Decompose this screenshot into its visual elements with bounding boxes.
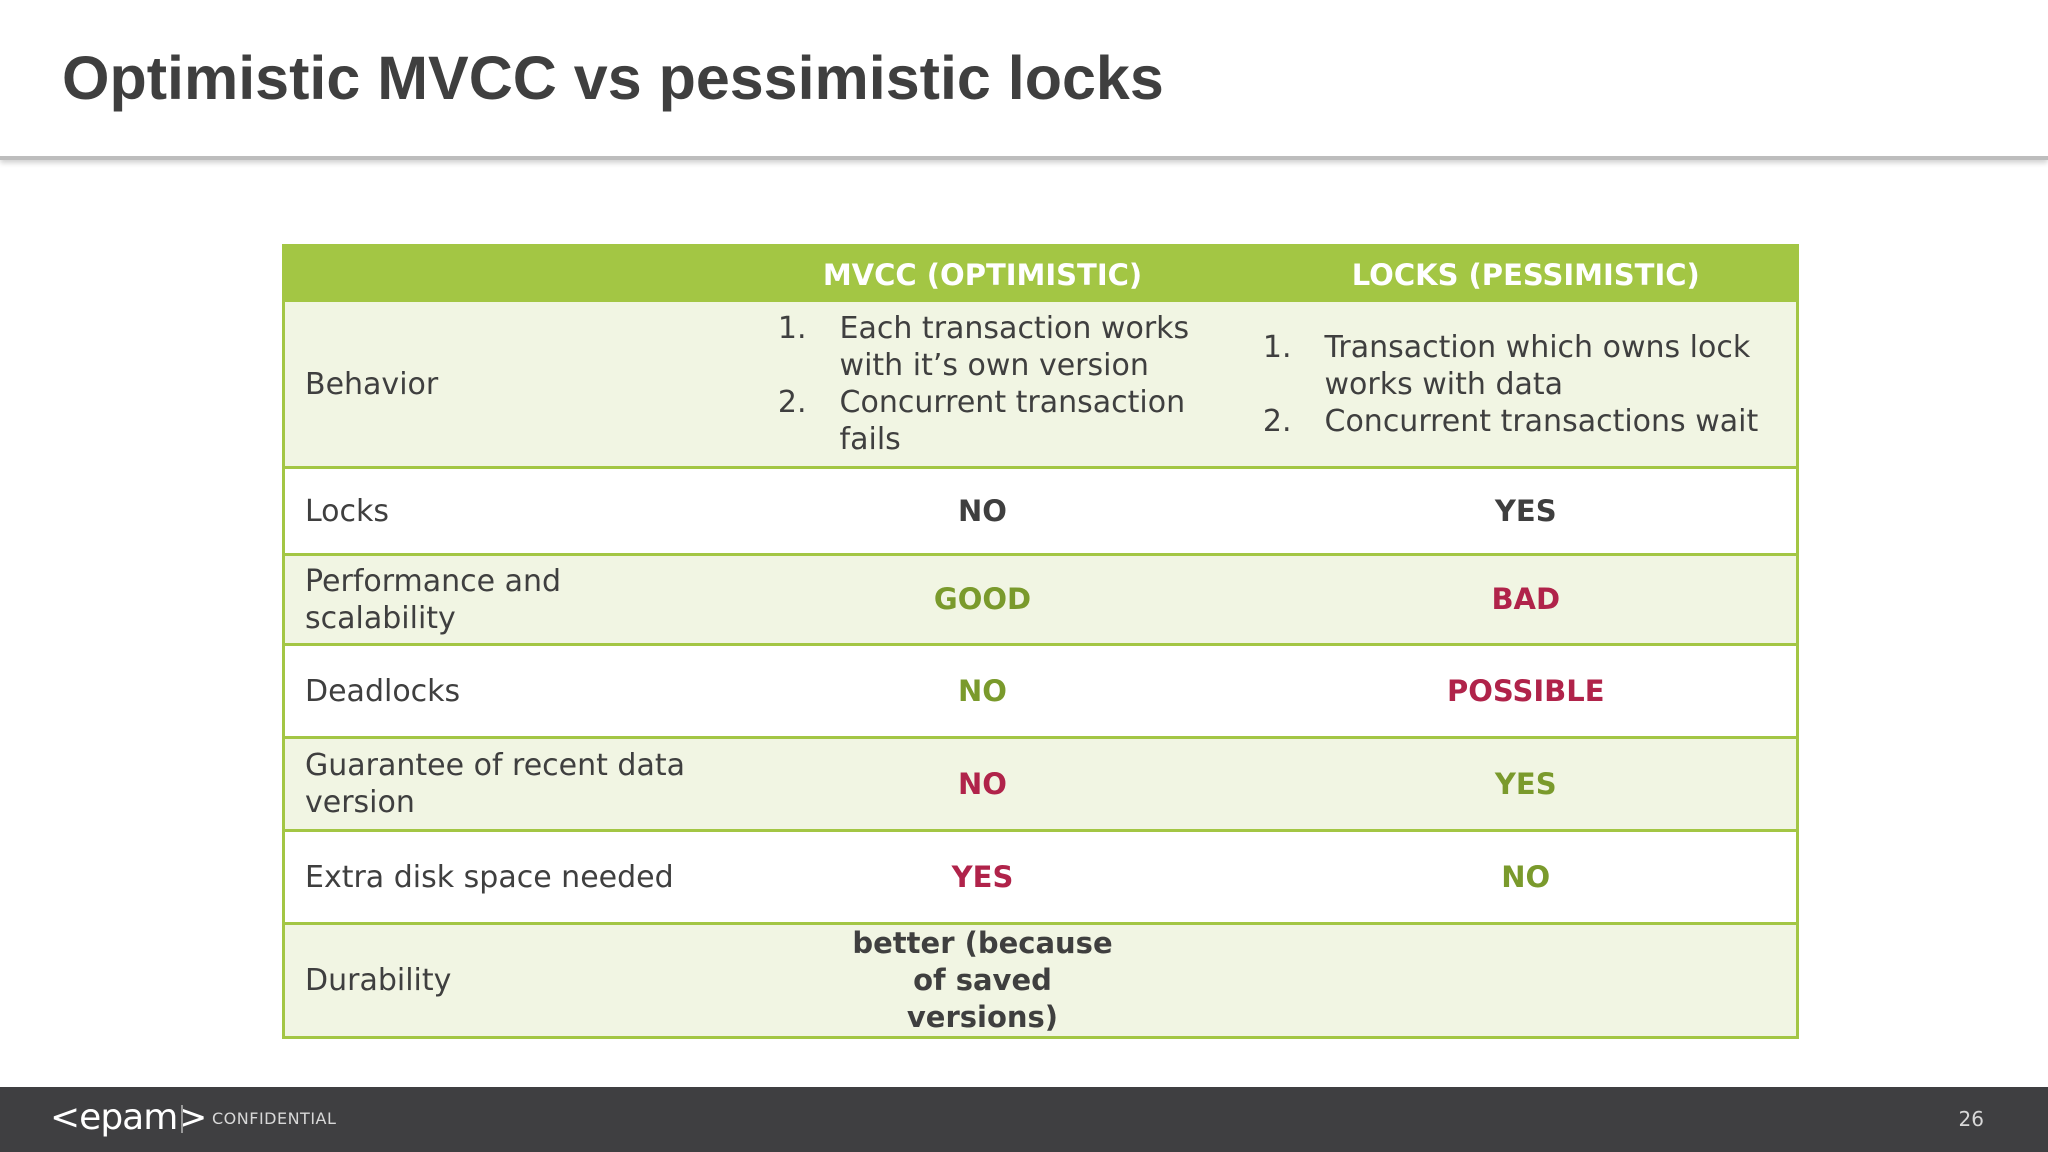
- list-item: 1. Transaction which owns lock works wit…: [1256, 329, 1797, 403]
- list-text: Concurrent transaction fails: [839, 385, 1186, 457]
- locks-value: [1255, 923, 1798, 1039]
- list-item: 2. Concurrent transactions wait: [1256, 403, 1797, 440]
- list-number: 1.: [777, 311, 807, 346]
- list-number: 2.: [777, 385, 807, 420]
- header-mvcc: MVCC (OPTIMISTIC): [709, 245, 1256, 302]
- row-label: Durability: [283, 923, 710, 1039]
- table-row-deadlocks: Deadlocks NO POSSIBLE: [283, 644, 1798, 739]
- confidential-label: CONFIDENTIAL: [212, 1109, 337, 1128]
- locks-value: YES: [1255, 467, 1798, 556]
- table-header-row: MVCC (OPTIMISTIC) LOCKS (PESSIMISTIC): [283, 245, 1798, 302]
- list-item: 1. Each transaction works with it’s own …: [710, 310, 1256, 384]
- slide-footer: <epam> CONFIDENTIAL 26: [0, 1087, 2048, 1152]
- locks-value: BAD: [1255, 554, 1798, 646]
- list-number: 1.: [1262, 329, 1292, 365]
- list-text: Transaction which owns lock works with d…: [1324, 329, 1751, 402]
- durability-text: better (because of saved versions): [852, 926, 1113, 1034]
- mvcc-value: NO: [709, 737, 1256, 832]
- mvcc-value: NO: [709, 644, 1256, 739]
- footer-divider: [181, 1105, 183, 1133]
- table-row-locks: Locks NO YES: [283, 467, 1798, 556]
- mvcc-value: better (because of saved versions): [709, 923, 1256, 1039]
- locks-value: NO: [1255, 830, 1798, 925]
- list-number: 2.: [1262, 403, 1292, 439]
- page-number: 26: [1958, 1107, 1984, 1131]
- slide-title: Optimistic MVCC vs pessimistic locks: [62, 44, 1164, 112]
- table-row-disk-space: Extra disk space needed YES NO: [283, 830, 1798, 925]
- list-text: Each transaction works with it’s own ver…: [839, 311, 1190, 383]
- table-row-durability: Durability better (because of saved vers…: [283, 923, 1798, 1039]
- row-label: Locks: [283, 467, 710, 556]
- row-label: Deadlocks: [283, 644, 710, 739]
- row-label: Performance and scalability: [283, 554, 710, 646]
- table-row-guarantee: Guarantee of recent data version NO YES: [283, 737, 1798, 832]
- header-empty: [283, 245, 710, 302]
- locks-value: YES: [1255, 737, 1798, 832]
- behavior-locks-cell: 1. Transaction which owns lock works wit…: [1255, 302, 1798, 469]
- table-row-performance: Performance and scalability GOOD BAD: [283, 554, 1798, 646]
- row-label: Guarantee of recent data version: [283, 737, 710, 832]
- mvcc-value: GOOD: [709, 554, 1256, 646]
- slide-header: Optimistic MVCC vs pessimistic locks: [0, 0, 2048, 160]
- behavior-locks-list: 1. Transaction which owns lock works wit…: [1256, 321, 1797, 448]
- mvcc-value: YES: [709, 830, 1256, 925]
- row-label: Extra disk space needed: [283, 830, 710, 925]
- mvcc-value: NO: [709, 467, 1256, 556]
- header-locks: LOCKS (PESSIMISTIC): [1255, 245, 1798, 302]
- behavior-mvcc-cell: 1. Each transaction works with it’s own …: [709, 302, 1256, 469]
- row-label: Behavior: [283, 302, 710, 469]
- locks-value: POSSIBLE: [1255, 644, 1798, 739]
- comparison-table: MVCC (OPTIMISTIC) LOCKS (PESSIMISTIC) Be…: [282, 244, 1799, 1039]
- behavior-mvcc-list: 1. Each transaction works with it’s own …: [710, 302, 1256, 466]
- table-row-behavior: Behavior 1. Each transaction works with …: [283, 302, 1798, 469]
- list-text: Concurrent transactions wait: [1324, 403, 1759, 439]
- list-item: 2. Concurrent transaction fails: [710, 384, 1256, 458]
